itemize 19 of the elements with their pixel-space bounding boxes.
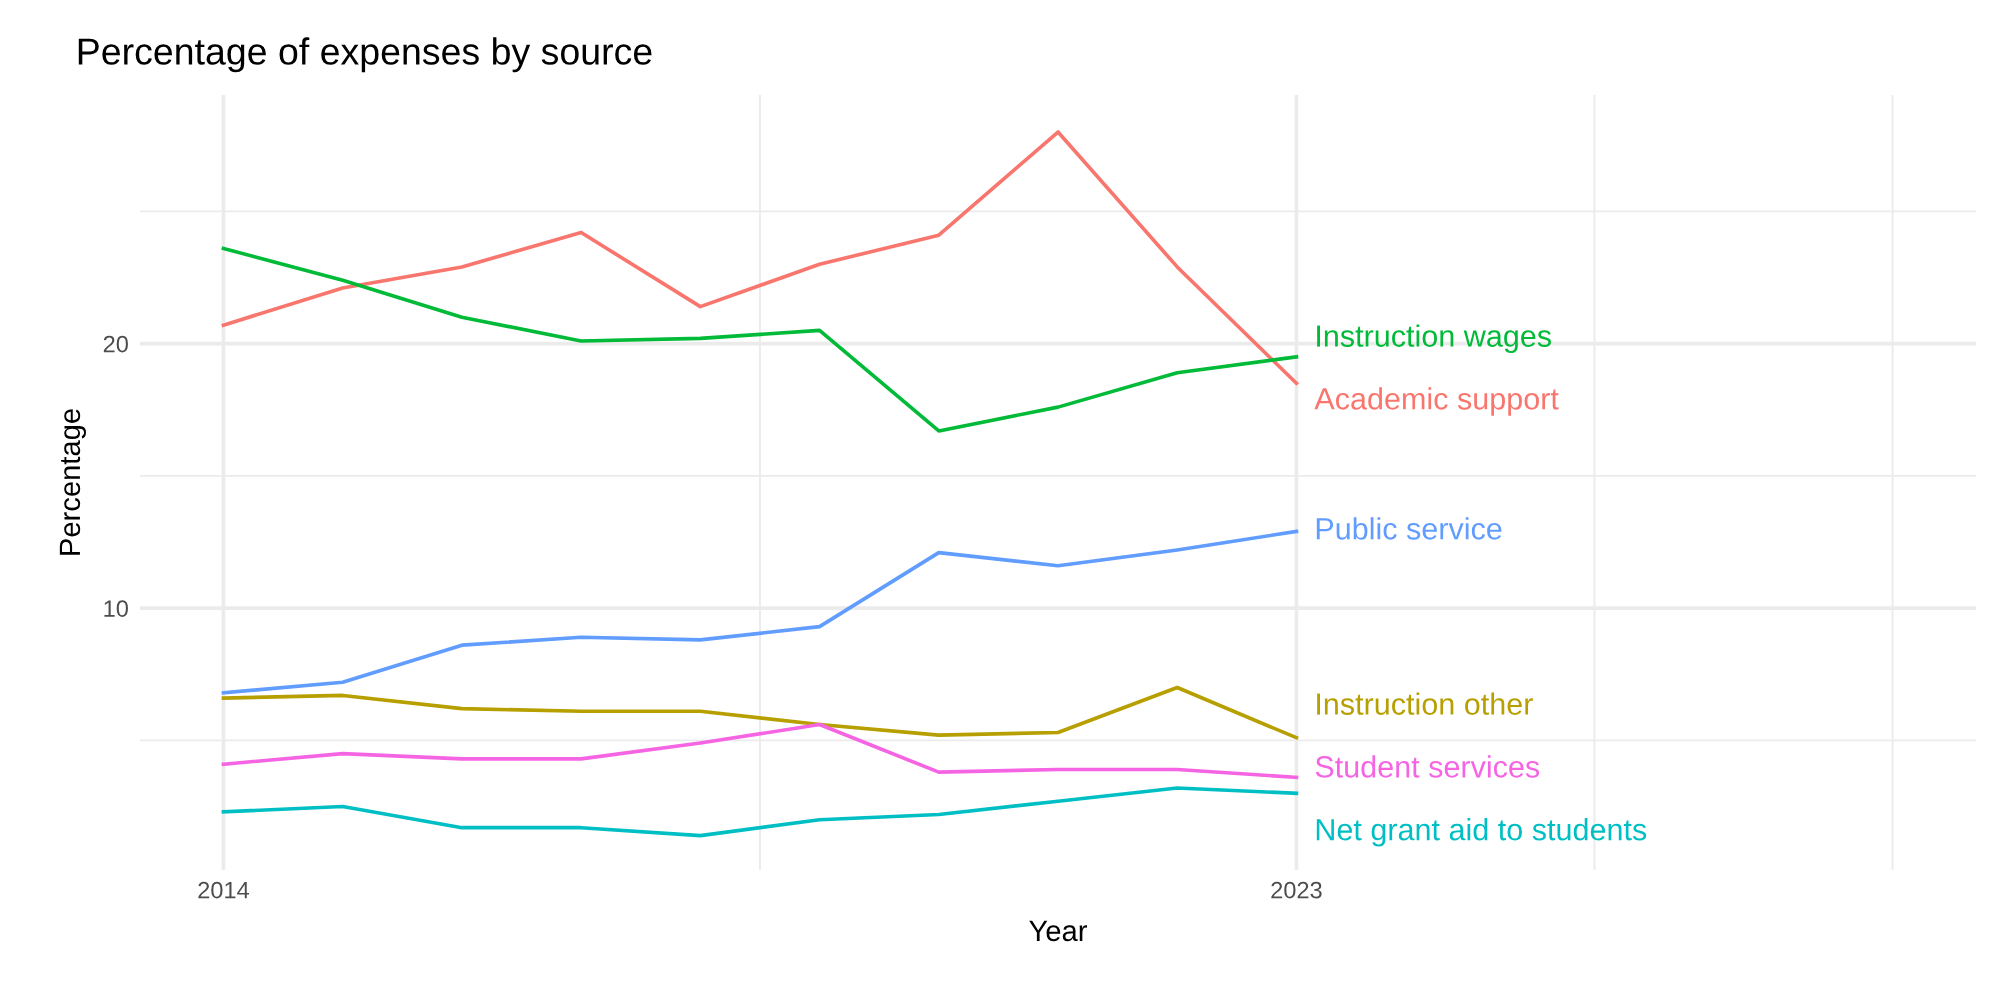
line-series [221,529,1299,695]
series-label: Instruction other [1317,692,1533,715]
series-label: Net grant aid to students [1316,818,1647,847]
line-series [221,685,1299,740]
series-label: Student services [1315,755,1540,778]
chart-title: Percentage of expenses by source [78,37,652,73]
x-axis-title: Year [1029,920,1087,942]
x-tick-label: 2023 [1271,881,1322,899]
series-label: Instruction wages [1317,324,1551,353]
y-tick-label: 10 [104,600,128,617]
line-series [221,246,1299,433]
y-axis-title: Percentage [59,409,86,555]
line-series [221,130,1299,386]
line-series [221,722,1299,780]
series-label: Academic support [1314,387,1559,416]
series-label: Public service [1316,517,1502,540]
y-tick-label: 20 [103,335,128,353]
line-series [221,786,1299,838]
x-tick-label: 2014 [198,881,250,899]
